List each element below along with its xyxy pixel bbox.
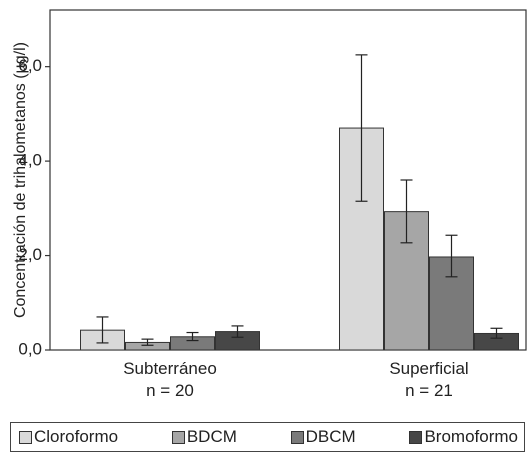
legend-item-dbcm: DBCM (290, 427, 356, 447)
legend-swatch-dbcm (290, 430, 304, 444)
y-tick-label: 4,0 (18, 151, 42, 170)
legend-swatch-bromoformo (409, 430, 423, 444)
legend-label-dbcm: DBCM (305, 427, 356, 446)
category-label: Subterráneo (123, 359, 217, 378)
legend-item-bdcm: BDCM (171, 427, 237, 447)
y-tick-label: 2,0 (18, 245, 42, 264)
legend-swatch-cloroformo (19, 430, 32, 444)
legend: Cloroformo BDCM DBCM Bromoformo (10, 422, 525, 452)
y-axis-title: Concentración de trihalometanos (µg/l) (12, 42, 29, 318)
legend-label-bdcm: BDCM (186, 427, 237, 446)
category-n-label: n = 20 (146, 381, 194, 400)
category-label: Superficial (389, 359, 468, 378)
y-tick-label: 0,0 (18, 339, 42, 358)
chart: Concentración de trihalometanos (µg/l) 0… (12, 9, 527, 400)
plot-area (49, 9, 527, 351)
legend-label-bromoformo: Bromoformo (424, 427, 518, 446)
legend-swatch-bdcm (171, 430, 185, 444)
legend-item-cloroformo: Cloroformo (19, 427, 118, 447)
legend-label-cloroformo: Cloroformo (34, 427, 119, 446)
category-n-label: n = 21 (405, 381, 453, 400)
legend-item-bromoformo: Bromoformo (409, 427, 518, 447)
y-tick-label: 6,0 (18, 56, 42, 75)
